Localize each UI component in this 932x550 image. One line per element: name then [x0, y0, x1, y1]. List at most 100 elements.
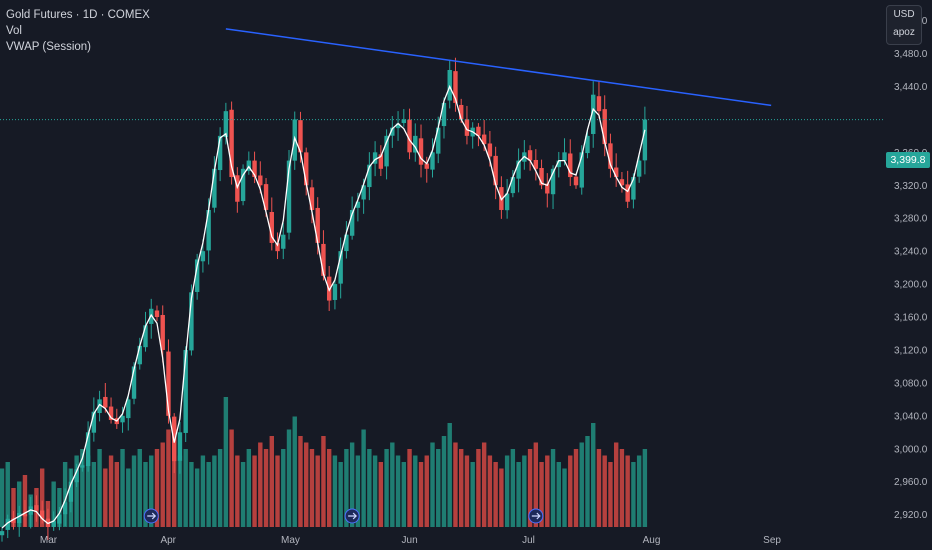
currency-badge[interactable]: USD apoz — [886, 5, 922, 45]
candle-body — [395, 123, 401, 129]
volume-bar — [344, 449, 349, 527]
volume-bar — [481, 442, 487, 527]
symbol-title[interactable]: Gold Futures · 1D · COMEX — [6, 9, 150, 21]
candle-body — [631, 177, 636, 200]
y-tick-label: 3,280.0 — [894, 214, 928, 225]
x-axis[interactable]: Mar Apr May Jun Jul Aug Sep — [40, 535, 781, 546]
volume-bar — [212, 455, 217, 527]
candle-body — [355, 201, 361, 208]
volume-bar — [235, 455, 240, 527]
candle-body — [240, 168, 246, 202]
candle-body — [286, 160, 292, 233]
volume-bar — [562, 468, 567, 527]
volume-bar — [177, 455, 183, 527]
y-tick-label: 3,240.0 — [894, 247, 928, 258]
volume-bar — [114, 462, 119, 527]
candle-body — [108, 406, 114, 420]
vwap-indicator-label[interactable]: VWAP (Session) — [6, 41, 91, 53]
volume-bar — [246, 449, 252, 527]
y-tick-label: 2,960.0 — [894, 477, 928, 488]
volume-bar — [131, 455, 137, 527]
candle-body — [550, 168, 556, 195]
candle-body — [39, 510, 45, 519]
volume-bar — [91, 462, 97, 527]
volume-bar — [304, 442, 309, 527]
candle-body — [464, 119, 470, 136]
volume-bar — [407, 449, 412, 527]
volume-bar — [154, 449, 160, 527]
y-tick-label: 3,480.0 — [894, 49, 928, 60]
volume-bar — [424, 455, 429, 527]
volume-bar — [504, 455, 510, 527]
last-price-label: 3,399.8 — [886, 152, 930, 168]
candle-body — [298, 120, 303, 153]
candle-body — [510, 177, 516, 194]
volume-bar — [436, 449, 441, 527]
volume-bar — [533, 442, 539, 527]
volume-bar — [613, 442, 619, 527]
candle-body — [378, 154, 384, 169]
volume-bar — [579, 442, 584, 527]
candle-body — [252, 160, 257, 178]
volume-bar — [441, 436, 447, 527]
volume-bar — [608, 462, 613, 527]
volume-bar — [258, 442, 263, 527]
volume-bar — [464, 455, 470, 527]
candle-body — [476, 126, 481, 136]
x-tick-label: Mar — [40, 535, 58, 546]
candle-body — [367, 164, 372, 188]
volume-bar — [619, 449, 625, 527]
volume-bar — [189, 462, 194, 527]
volume-bar — [321, 436, 326, 527]
candle-body — [177, 432, 183, 461]
volume-indicator-label[interactable]: Vol — [6, 25, 22, 37]
y-axis[interactable]: 2,920.0 2,960.0 3,000.0 3,040.0 3,080.0 3,120… — [883, 0, 932, 550]
volume-bar — [390, 442, 395, 527]
event-icons-layer — [143, 508, 544, 524]
trendline-layer — [225, 28, 772, 107]
candle-body — [430, 152, 435, 170]
x-tick-label: May — [281, 535, 300, 546]
volume-bar — [252, 455, 257, 527]
volume-bar — [631, 462, 636, 527]
volume-bar — [39, 468, 45, 527]
volume-bar — [395, 455, 401, 527]
volume-bar — [361, 429, 366, 527]
candle-body — [80, 465, 85, 468]
candle-body — [533, 159, 539, 169]
volume-bar — [183, 449, 188, 527]
candle-body — [407, 119, 412, 153]
x-tick-label: Jul — [522, 535, 535, 546]
candle-body — [217, 135, 223, 171]
candle-body — [556, 160, 561, 168]
candle-body — [263, 184, 269, 210]
candle-body — [573, 176, 579, 186]
candle-body — [338, 251, 343, 284]
candle-body — [5, 518, 10, 530]
candle-body — [562, 152, 567, 161]
y-tick-label: 3,120.0 — [894, 345, 928, 356]
volume-bar — [499, 468, 504, 527]
volume-bar — [194, 468, 200, 527]
volume-bar — [516, 462, 521, 527]
volume-bar — [286, 429, 292, 527]
vwap-line — [1, 84, 646, 529]
y-tick-label: 3,040.0 — [894, 411, 928, 422]
volume-bar — [539, 462, 544, 527]
volume-bar — [315, 455, 320, 527]
candle-body — [384, 135, 389, 167]
volume-bar — [229, 429, 234, 527]
volume-bar — [430, 442, 435, 527]
volume-bar — [453, 442, 458, 527]
candle-body — [441, 102, 447, 127]
chart-legend: Gold Futures · 1D · COMEX Vol VWAP (Sess… — [6, 7, 150, 55]
candle-body — [166, 351, 171, 416]
volume-bar — [459, 449, 464, 527]
candle-body — [527, 150, 533, 161]
y-tick-label: 3,440.0 — [894, 82, 928, 93]
volume-bar — [568, 455, 573, 527]
vwap-layer — [1, 84, 646, 529]
candle-body — [200, 251, 206, 262]
candle-body — [487, 143, 493, 157]
